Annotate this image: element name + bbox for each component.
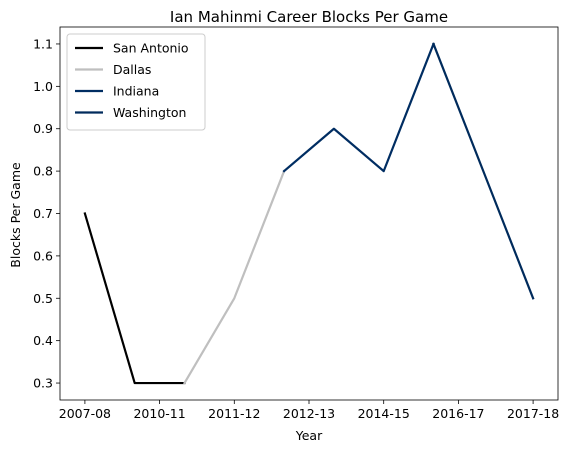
x-tick-label: 2017-18 <box>507 406 559 421</box>
series-line-2 <box>185 171 285 383</box>
x-tick-label: 2011-12 <box>208 406 260 421</box>
y-tick-label: 0.4 <box>33 333 53 348</box>
y-tick-label: 0.8 <box>33 164 53 179</box>
series-line-4 <box>434 44 534 298</box>
legend-label: Dallas <box>113 62 151 77</box>
plot-area: 0.3 0.4 0.5 0.6 0.7 0.8 0.9 1.0 1.1 2007-08 2010-1… <box>33 27 559 421</box>
y-tick-label: 0.5 <box>33 291 53 306</box>
x-tick-label: 2014-15 <box>358 406 410 421</box>
chart-title: Ian Mahinmi Career Blocks Per Game <box>170 8 448 26</box>
y-tick-label: 0.9 <box>33 121 53 136</box>
x-tick-label: 2010-11 <box>133 406 185 421</box>
legend-label: San Antonio <box>113 41 189 56</box>
legend: San Antonio Dallas Indiana Washington <box>67 34 205 130</box>
y-tick-label: 0.6 <box>33 248 53 263</box>
x-tick-label: 2012-13 <box>283 406 335 421</box>
series-line-1 <box>85 214 185 384</box>
legend-label: Indiana <box>113 84 159 99</box>
y-axis-label: Blocks Per Game <box>8 162 23 268</box>
y-tick-label: 0.7 <box>33 206 53 221</box>
legend-label: Washington <box>113 105 186 120</box>
y-tick-label: 1.0 <box>33 79 53 94</box>
y-tick-label: 0.3 <box>33 376 53 391</box>
series-line-3 <box>284 44 433 171</box>
x-tick-label: 2016-17 <box>432 406 484 421</box>
x-tick-label: 2007-08 <box>59 406 111 421</box>
x-axis-label: Year <box>295 428 323 443</box>
y-tick-label: 1.1 <box>33 36 53 51</box>
